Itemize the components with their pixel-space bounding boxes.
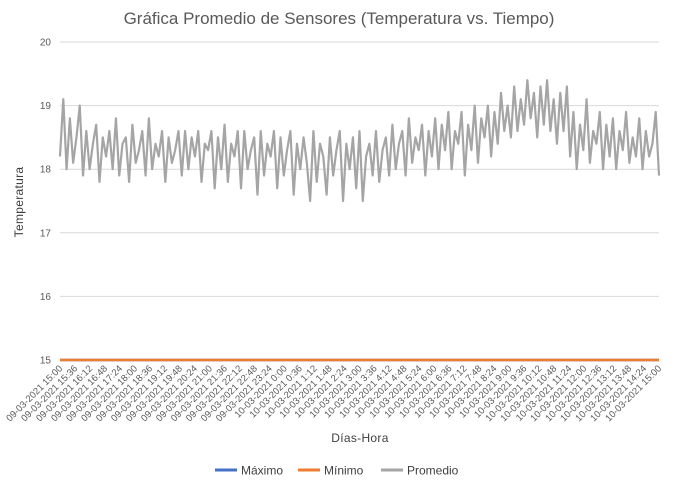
y-tick-label: 18 bbox=[40, 165, 52, 176]
y-tick-label: 20 bbox=[40, 38, 52, 49]
series-line-promedio bbox=[58, 79, 661, 203]
chart-title: Gráfica Promedio de Sensores (Temperatur… bbox=[124, 9, 555, 28]
legend: Máximo Mínimo Promedio bbox=[215, 464, 459, 478]
y-tick-label: 19 bbox=[40, 101, 52, 112]
series-lines bbox=[58, 79, 661, 362]
y-tick-label: 17 bbox=[40, 228, 52, 239]
y-tick-label: 15 bbox=[40, 356, 52, 367]
gridlines bbox=[60, 41, 659, 361]
x-axis-title: Días-Hora bbox=[331, 431, 388, 445]
legend-label-promedio: Promedio bbox=[407, 464, 459, 478]
y-tick-label: 16 bbox=[40, 292, 52, 303]
legend-label-maximo: Máximo bbox=[241, 464, 283, 478]
legend-label-minimo: Mínimo bbox=[324, 464, 364, 478]
y-axis-ticks: 15 16 17 18 19 20 bbox=[40, 38, 52, 367]
y-axis-title: Temperatura bbox=[12, 167, 26, 238]
